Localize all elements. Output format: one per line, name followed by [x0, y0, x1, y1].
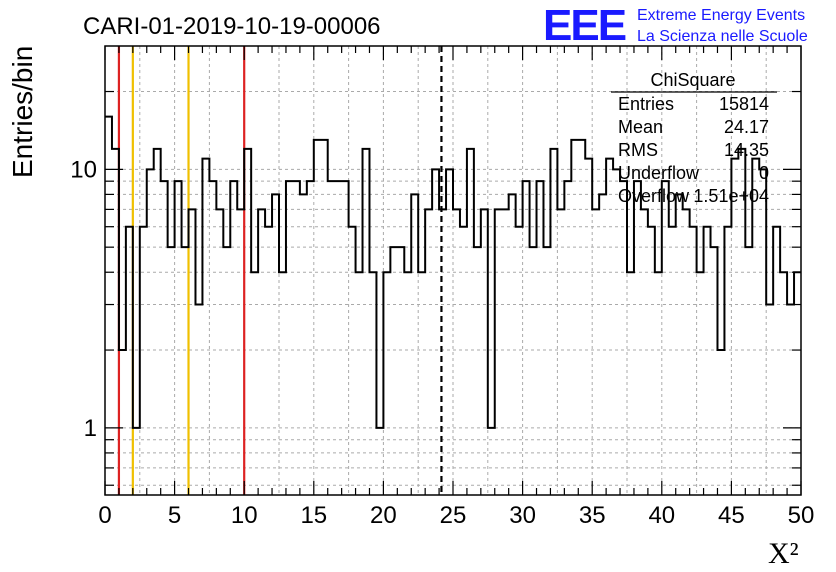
stats-value-rms: 14.35: [724, 140, 769, 160]
chart-title: CARI-01-2019-10-19-00006: [83, 13, 381, 40]
stats-label-rms: RMS: [618, 140, 658, 160]
tick-labels: 0 5 10 15 20 25 30 35 40 45 50 1 10: [70, 156, 814, 529]
y-tick-label: 10: [70, 156, 97, 183]
eee-logo-text: EEE: [543, 1, 626, 50]
x-tick-label: 20: [370, 502, 397, 529]
x-tick-label: 10: [231, 502, 258, 529]
x-tick-label: 25: [440, 502, 467, 529]
axes: [104, 45, 802, 496]
stats-label-overflow: Overflow: [618, 186, 690, 206]
stats-label-entries: Entries: [618, 94, 674, 114]
x-tick-label: 40: [648, 502, 675, 529]
y-axis-label: Entries/bin: [7, 46, 38, 178]
stats-value-mean: 24.17: [724, 117, 769, 137]
stats-title: ChiSquare: [650, 70, 735, 90]
x-tick-label: 45: [718, 502, 745, 529]
x-tick-label: 30: [509, 502, 536, 529]
eee-logo: EEE Extreme Energy Events La Scienza nel…: [543, 1, 808, 50]
eee-logo-line2: La Scienza nelle Scuole: [637, 28, 808, 45]
x-tick-label: 15: [300, 502, 327, 529]
x-tick-label: 5: [168, 502, 181, 529]
stats-box: ChiSquare Entries 15814 Mean 24.17 RMS 1…: [611, 70, 777, 206]
x-tick-label: 0: [98, 502, 111, 529]
stats-label-underflow: Underflow: [618, 163, 700, 183]
grid: [105, 46, 801, 495]
x-tick-label: 50: [788, 502, 815, 529]
eee-logo-line1: Extreme Energy Events: [637, 7, 805, 24]
x-tick-label: 35: [579, 502, 606, 529]
x-axis-label: X²: [768, 537, 799, 570]
stats-label-mean: Mean: [618, 117, 663, 137]
y-tick-label: 1: [84, 415, 97, 442]
histogram-line: [105, 115, 801, 429]
stats-value-entries: 15814: [719, 94, 769, 114]
histogram-series: [105, 115, 801, 429]
stats-value-overflow: 1.51e+04: [693, 186, 769, 206]
stats-value-underflow: 0: [759, 163, 769, 183]
